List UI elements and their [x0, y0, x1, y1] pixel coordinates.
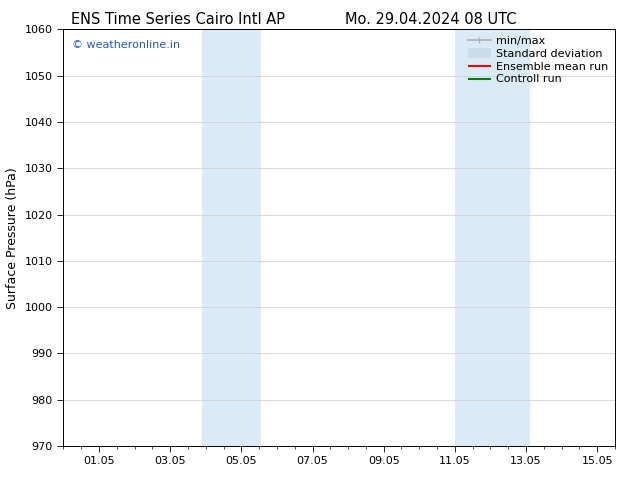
- Y-axis label: Surface Pressure (hPa): Surface Pressure (hPa): [6, 167, 19, 309]
- Legend: min/max, Standard deviation, Ensemble mean run, Controll run: min/max, Standard deviation, Ensemble me…: [465, 33, 612, 88]
- Bar: [455, 29, 529, 446]
- Text: © weatheronline.in: © weatheronline.in: [72, 40, 180, 50]
- Text: Mo. 29.04.2024 08 UTC: Mo. 29.04.2024 08 UTC: [346, 12, 517, 27]
- Text: ENS Time Series Cairo Intl AP: ENS Time Series Cairo Intl AP: [70, 12, 285, 27]
- Bar: [202, 29, 261, 446]
